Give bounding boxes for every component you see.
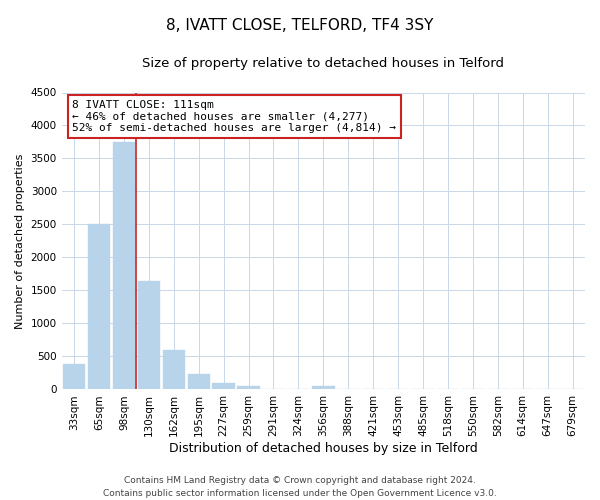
Bar <box>312 386 335 390</box>
Bar <box>137 281 160 390</box>
Bar <box>113 142 135 390</box>
Bar <box>88 224 110 390</box>
Bar <box>63 364 85 390</box>
Bar <box>238 386 260 390</box>
Title: Size of property relative to detached houses in Telford: Size of property relative to detached ho… <box>142 58 505 70</box>
Bar <box>212 383 235 390</box>
X-axis label: Distribution of detached houses by size in Telford: Distribution of detached houses by size … <box>169 442 478 455</box>
Bar <box>188 374 210 390</box>
Bar <box>163 350 185 390</box>
Y-axis label: Number of detached properties: Number of detached properties <box>15 154 25 328</box>
Text: Contains HM Land Registry data © Crown copyright and database right 2024.
Contai: Contains HM Land Registry data © Crown c… <box>103 476 497 498</box>
Text: 8, IVATT CLOSE, TELFORD, TF4 3SY: 8, IVATT CLOSE, TELFORD, TF4 3SY <box>166 18 434 32</box>
Text: 8 IVATT CLOSE: 111sqm
← 46% of detached houses are smaller (4,277)
52% of semi-d: 8 IVATT CLOSE: 111sqm ← 46% of detached … <box>72 100 396 133</box>
